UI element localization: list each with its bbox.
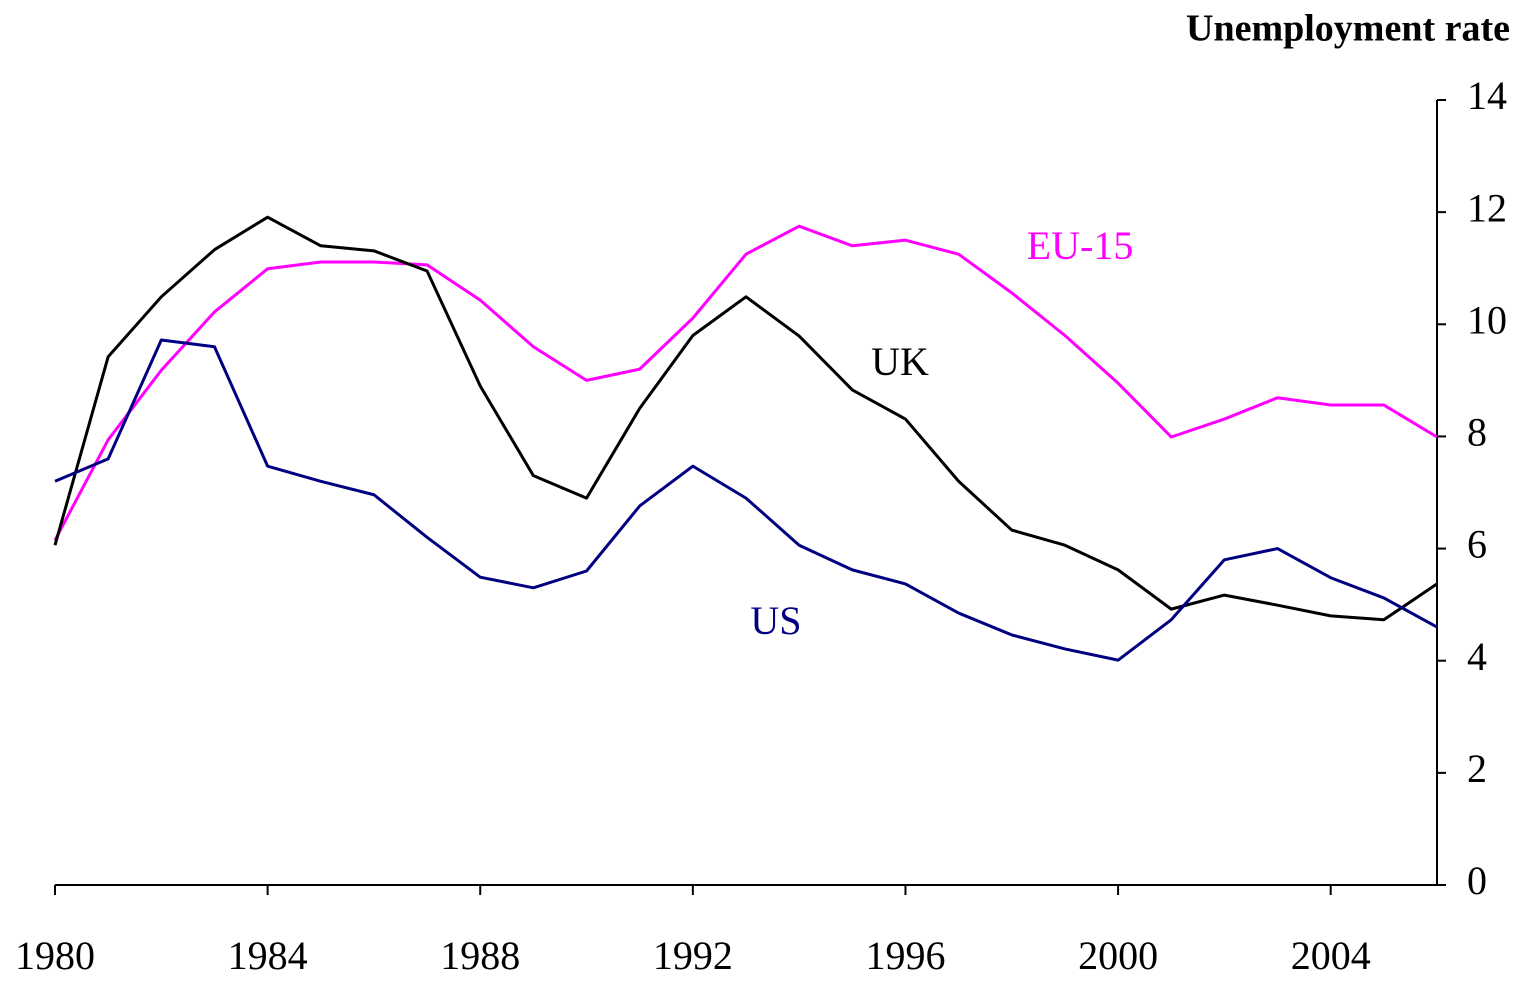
y-tick-label: 12 [1467,185,1507,230]
series-label: EU-15 [1027,223,1134,268]
y-tick-label: 2 [1467,746,1487,791]
x-tick-label: 1980 [15,933,95,978]
y-tick-label: 14 [1467,73,1507,118]
y-tick-label: 8 [1467,410,1487,455]
y-tick-label: 6 [1467,522,1487,567]
x-tick-label: 1992 [653,933,733,978]
y-tick-label: 10 [1467,297,1507,342]
x-tick-label: 2004 [1291,933,1371,978]
chart-title: Unemployment rate [1186,8,1510,50]
y-tick-label: 4 [1467,634,1487,679]
series-line [54,338,1438,662]
x-tick-label: 1996 [865,933,945,978]
x-tick-label: 2000 [1078,933,1158,978]
series-line [53,224,1438,541]
x-tick-label: 1988 [440,933,520,978]
y-tick-label: 0 [1467,858,1487,903]
x-tick-label: 1984 [228,933,308,978]
series-label: US [750,598,801,643]
series-label: UK [871,339,929,384]
series-line [53,215,1438,622]
